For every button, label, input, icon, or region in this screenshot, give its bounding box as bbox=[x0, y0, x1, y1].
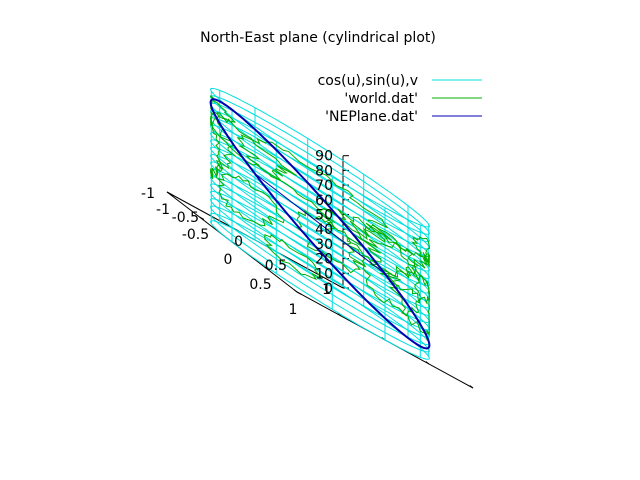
y-tick-mark bbox=[469, 385, 474, 389]
x-tick-label: 0 bbox=[224, 252, 233, 268]
x-tick-mark bbox=[296, 291, 302, 295]
z-tick-label: 90 bbox=[315, 149, 333, 165]
legend-label: 'world.dat' bbox=[344, 91, 418, 107]
y-tick-label: -1 bbox=[141, 186, 155, 202]
x-tick-label: -1 bbox=[156, 202, 170, 218]
z-tick-label: 10 bbox=[315, 266, 333, 282]
coastline-path bbox=[264, 233, 322, 281]
z-tick-label: 60 bbox=[315, 193, 333, 209]
z-tick-label: 40 bbox=[315, 222, 333, 238]
world-coastlines bbox=[210, 95, 430, 341]
ne-plane-curve bbox=[209, 98, 431, 350]
legend: cos(u),sin(u),v 'world.dat' 'NEPlane.dat' bbox=[318, 73, 482, 125]
x-tick-mark bbox=[199, 216, 205, 220]
coastline-path bbox=[296, 209, 367, 274]
legend-label: cos(u),sin(u),v bbox=[318, 73, 418, 89]
z-tick-label: 30 bbox=[315, 237, 333, 253]
z-tick-label: 20 bbox=[315, 252, 333, 268]
z-tick-label: 50 bbox=[315, 208, 333, 224]
x-tick-mark bbox=[264, 266, 270, 270]
x-tick-label: 0.5 bbox=[249, 277, 271, 293]
coastline-path bbox=[217, 173, 285, 227]
y-tick-mark bbox=[293, 289, 298, 293]
x-tick-mark bbox=[166, 191, 172, 195]
axis-ticks: 0102030405060708090-1-0.500.51-1-0.500.5… bbox=[141, 149, 333, 318]
chart-title: North-East plane (cylindrical plot) bbox=[200, 30, 436, 46]
z-tick-label: 70 bbox=[315, 178, 333, 194]
y-tick-label: 1 bbox=[322, 282, 331, 298]
y-tick-mark bbox=[337, 313, 342, 317]
y-tick-mark bbox=[425, 361, 430, 365]
legend-label: 'NEPlane.dat' bbox=[325, 109, 418, 125]
coastline-path bbox=[210, 117, 237, 180]
coastline-path bbox=[236, 134, 393, 243]
ne-plane-chord bbox=[254, 173, 386, 275]
y-tick-label: 0.5 bbox=[265, 258, 287, 274]
x-tick-label: 1 bbox=[289, 302, 298, 318]
y-tick-label: -0.5 bbox=[172, 210, 199, 226]
ne-plane-line bbox=[209, 98, 431, 350]
x-tick-label: -0.5 bbox=[182, 227, 209, 243]
y-tick-label: 0 bbox=[234, 234, 243, 250]
z-tick-label: 80 bbox=[315, 163, 333, 179]
coastline-path bbox=[410, 236, 430, 268]
z-tick-label: 0 bbox=[324, 281, 333, 297]
